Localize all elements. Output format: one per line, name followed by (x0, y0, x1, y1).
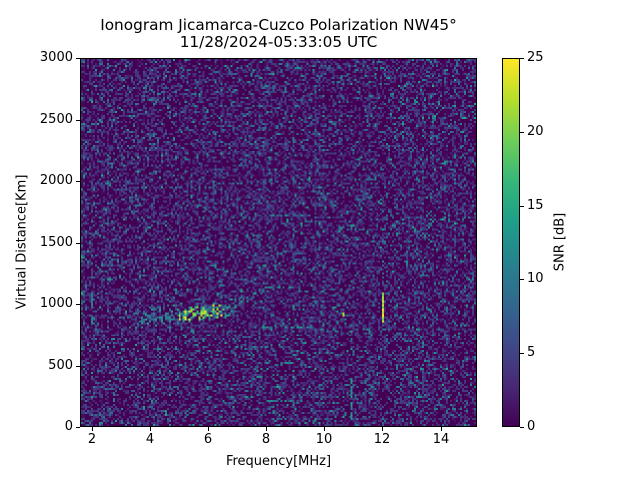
y-tick-label: 2000 (39, 173, 73, 188)
colorbar-tick-mark (520, 58, 524, 59)
y-tick-mark (76, 120, 80, 121)
x-tick-mark (208, 427, 209, 431)
x-tick-label: 12 (373, 432, 391, 447)
colorbar-tick-mark (520, 132, 524, 133)
colorbar-tick-mark (520, 279, 524, 280)
y-tick-mark (76, 58, 80, 59)
y-tick-label: 1000 (39, 296, 73, 311)
colorbar-tick-mark (520, 206, 524, 207)
x-tick-label: 6 (203, 432, 213, 447)
y-tick-label: 2500 (39, 112, 73, 127)
colorbar-label: SNR [dB] (552, 212, 568, 272)
chart-subtitle: 11/28/2024-05:33:05 UTC (179, 33, 378, 51)
colorbar-tick-label: 15 (527, 198, 544, 213)
x-tick-label: 2 (87, 432, 97, 447)
snr-heatmap (81, 59, 476, 426)
x-tick-label: 4 (145, 432, 155, 447)
y-tick-label: 500 (48, 358, 73, 373)
x-tick-label: 8 (261, 432, 271, 447)
y-tick-mark (76, 304, 80, 305)
x-tick-mark (266, 427, 267, 431)
colorbar-tick-label: 5 (527, 345, 536, 360)
y-tick-mark (76, 427, 80, 428)
ionogram-plot-area (80, 58, 477, 427)
chart-title: Ionogram Jicamarca-Cuzco Polarization NW… (100, 16, 457, 34)
colorbar (502, 58, 520, 427)
y-tick-mark (76, 366, 80, 367)
colorbar-tick-label: 0 (527, 419, 536, 434)
colorbar-tick-label: 20 (527, 124, 544, 139)
colorbar-tick-mark (520, 427, 524, 428)
y-tick-mark (76, 181, 80, 182)
x-tick-mark (441, 427, 442, 431)
colorbar-tick-mark (520, 353, 524, 354)
y-axis-label: Virtual Distance[Km] (14, 174, 30, 310)
colorbar-tick-label: 10 (527, 271, 544, 286)
y-tick-label: 3000 (39, 50, 73, 65)
colorbar-tick-label: 25 (527, 50, 544, 65)
y-tick-mark (76, 243, 80, 244)
x-tick-mark (92, 427, 93, 431)
x-axis-label: Frequency[MHz] (225, 454, 332, 469)
x-tick-mark (150, 427, 151, 431)
x-tick-mark (382, 427, 383, 431)
x-tick-mark (324, 427, 325, 431)
y-tick-label: 1500 (39, 235, 73, 250)
y-tick-label: 0 (64, 419, 73, 434)
x-tick-label: 14 (432, 432, 450, 447)
x-tick-label: 10 (315, 432, 333, 447)
